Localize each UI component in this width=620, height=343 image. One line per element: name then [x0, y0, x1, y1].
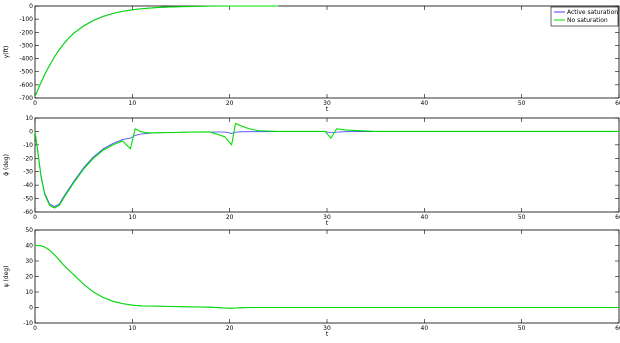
x-tick-label: 50 — [518, 214, 526, 221]
series-line-no-saturation — [35, 244, 619, 309]
legend-label: No saturation — [567, 17, 608, 24]
y-tick-label: -200 — [19, 29, 33, 36]
x-tick-label: 0 — [33, 214, 37, 221]
x-axis-label: t — [326, 106, 329, 113]
series-line-no-saturation — [34, 5, 279, 97]
axes-box — [34, 229, 620, 324]
x-tick-label: 20 — [226, 325, 234, 332]
y-tick-label: -600 — [19, 82, 33, 89]
x-tick-label: 50 — [518, 100, 526, 107]
axes-box — [34, 5, 620, 99]
series-line-no-saturation — [34, 122, 619, 209]
x-tick-label: 40 — [421, 100, 429, 107]
subplot-2: 0 10 20 30 40 50 60 -60 -50 -40 -30 -20 -10 0 10 t ϕ (de… — [3, 115, 620, 227]
y-tick-label: -60 — [23, 209, 33, 216]
y-tick-label: 10 — [25, 115, 33, 122]
x-axis-label: t — [326, 331, 329, 338]
y-tick-label: -300 — [19, 42, 33, 49]
y-tick-label: -10 — [23, 142, 33, 149]
x-tick-label: 0 — [33, 325, 37, 332]
y-tick-label: -500 — [19, 69, 33, 76]
y-tick-label: -700 — [19, 95, 33, 102]
x-tick-label: 0 — [33, 100, 37, 107]
y-tick-label: -20 — [23, 155, 33, 162]
y-axis-label: y(ft) — [3, 46, 10, 59]
y-tick-label: -400 — [19, 56, 33, 63]
y-tick-label: -40 — [23, 182, 33, 189]
x-tick-label: 60 — [615, 214, 620, 221]
y-tick-label: 0 — [29, 305, 33, 312]
y-tick-label: -50 — [23, 196, 33, 203]
legend-label: Active saturation — [567, 9, 618, 16]
x-tick-label: 40 — [421, 325, 429, 332]
y-tick-label: 30 — [25, 258, 33, 265]
y-tick-label: -10 — [23, 320, 33, 327]
x-tick-label: 60 — [615, 100, 620, 107]
y-tick-label: 20 — [25, 274, 33, 281]
y-axis-label: ψ (deg) — [3, 266, 10, 288]
x-tick-label: 20 — [226, 214, 234, 221]
x-tick-label: 30 — [323, 325, 331, 332]
y-tick-label: 0 — [29, 128, 33, 135]
y-tick-label: -100 — [19, 16, 33, 23]
y-tick-label: 10 — [25, 289, 33, 296]
legend-box — [550, 6, 619, 27]
x-tick-label: 30 — [323, 214, 331, 221]
x-tick-label: 20 — [226, 100, 234, 107]
y-tick-label: 0 — [29, 3, 33, 10]
y-tick-label: 50 — [25, 227, 33, 234]
x-axis-label: t — [326, 220, 329, 227]
subplot-1: 0 10 20 30 40 50 60 -700 -600 -500 -400 -300 -200 -10… — [3, 3, 620, 113]
x-tick-label: 10 — [129, 325, 137, 332]
x-tick-label: 10 — [129, 214, 137, 221]
y-axis-label: ϕ (deg) — [3, 154, 10, 176]
x-tick-label: 60 — [615, 325, 620, 332]
x-tick-label: 40 — [421, 214, 429, 221]
y-tick-label: -30 — [23, 169, 33, 176]
x-tick-label: 30 — [323, 100, 331, 107]
x-tick-label: 50 — [518, 325, 526, 332]
x-tick-label: 10 — [129, 100, 137, 107]
y-tick-label: 40 — [25, 243, 33, 250]
